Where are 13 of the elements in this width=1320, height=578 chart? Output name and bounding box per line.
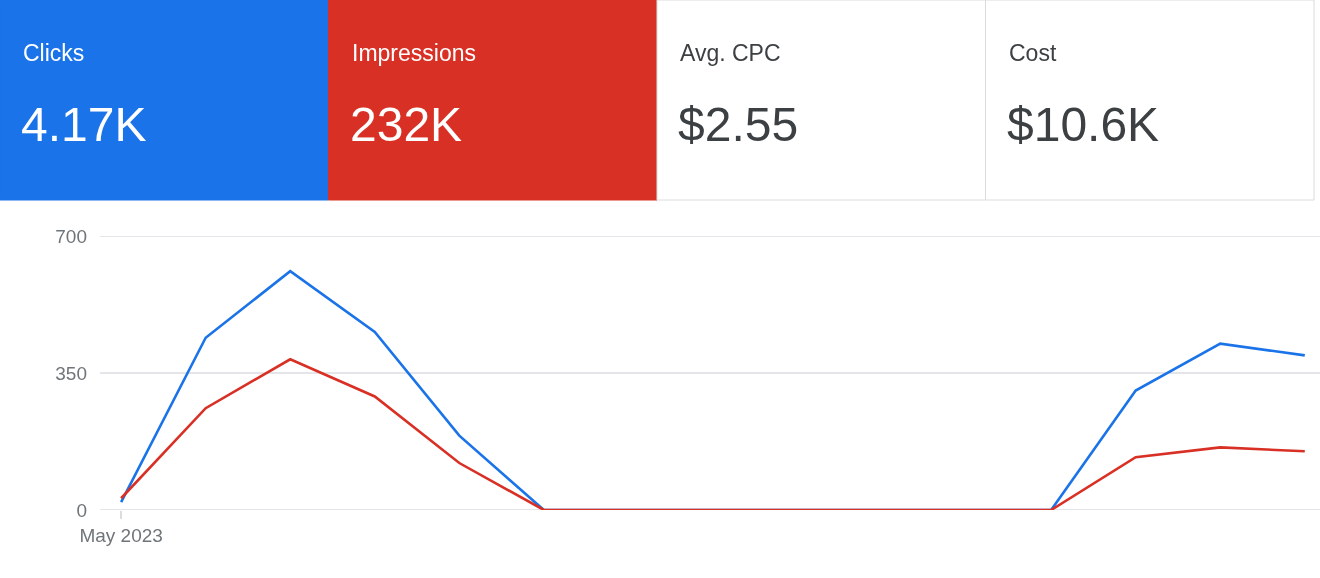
- text: $10.6K: [1007, 98, 1160, 151]
- category-label: Cost: [1009, 40, 1057, 66]
- category-label: Avg. CPC: [680, 40, 781, 66]
- text: $2.55: [678, 98, 799, 151]
- y-tick-label: 0: [76, 499, 87, 521]
- category-label: Clicks: [23, 40, 85, 66]
- line-series: [119, 358, 1307, 510]
- text: 4.17K: [21, 98, 147, 151]
- category-label: Impressions: [352, 40, 476, 66]
- y-tick-label: 350: [55, 362, 87, 384]
- x-tick-label: May 2023: [79, 524, 163, 546]
- text: 232K: [350, 98, 463, 151]
- y-tick-label: 700: [55, 225, 87, 247]
